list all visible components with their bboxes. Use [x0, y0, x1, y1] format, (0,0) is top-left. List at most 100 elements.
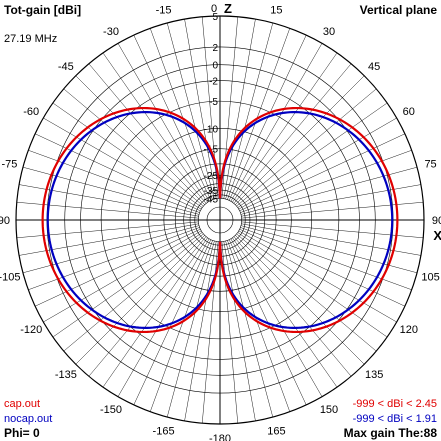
angle-label: 60 [403, 106, 415, 118]
spoke-line [237, 232, 388, 338]
spoke-line [28, 150, 200, 213]
radial-tick-label: 0 [212, 61, 218, 72]
angle-label: -90 [0, 215, 10, 227]
db-ring [100, 100, 340, 340]
spoke-line [117, 43, 210, 202]
radial-tick-label: 2 [212, 43, 218, 54]
spoke-line [19, 223, 199, 256]
db-ring [64, 64, 376, 376]
spoke-line [235, 235, 365, 365]
angle-label: -30 [103, 26, 119, 38]
spoke-line [235, 75, 365, 205]
angle-label: 150 [320, 404, 338, 416]
spoke-line [35, 228, 201, 307]
spoke-line [223, 241, 256, 421]
spoke-line [75, 75, 205, 205]
db-ring [80, 80, 360, 360]
series-cap-trace [41, 106, 399, 334]
db-ring [15, 15, 425, 425]
spoke-line [16, 221, 199, 239]
spoke-line [223, 19, 256, 199]
spoke-line [240, 150, 412, 213]
spoke-line [221, 16, 239, 199]
angle-label: 105 [421, 271, 439, 283]
spoke-line [52, 102, 203, 208]
spoke-line [230, 238, 323, 397]
angle-label: 90 [432, 215, 441, 227]
spoke-line [236, 233, 377, 352]
angle-label: -180 [209, 433, 231, 441]
spoke-line [166, 22, 215, 200]
spoke-line [52, 232, 203, 338]
angle-label: -120 [20, 324, 42, 336]
radial-tick-label: -45 [204, 194, 219, 205]
spoke-line [19, 184, 199, 217]
gain-title: Tot-gain [dBi] [4, 3, 82, 17]
angle-label: -15 [156, 4, 172, 16]
radial-tick-label: -10 [204, 124, 219, 135]
spoke-line [225, 22, 274, 200]
phi-label: Phi= 0 [4, 426, 40, 440]
plane-title: Vertical plane [359, 3, 437, 17]
angle-label: -135 [55, 369, 77, 381]
spoke-line [241, 223, 421, 256]
angle-label: -150 [100, 404, 122, 416]
db-ring [163, 163, 277, 277]
angle-label: -165 [153, 426, 175, 438]
spoke-line [28, 227, 200, 290]
legend-cap: cap.out [4, 398, 41, 410]
spoke-line [241, 201, 424, 219]
spoke-line [232, 52, 338, 203]
spoke-line [236, 88, 377, 207]
spoke-line [88, 236, 207, 377]
spoke-line [150, 240, 213, 412]
frequency-label: 27.19 MHz [4, 33, 58, 45]
spoke-line [241, 184, 421, 217]
angle-label: 45 [368, 61, 380, 73]
center-ring [206, 206, 234, 234]
angle-label: 75 [424, 159, 436, 171]
spoke-line [88, 63, 207, 204]
spoke-line [233, 236, 352, 377]
spoke-line [238, 117, 397, 210]
axis-label-xy: XY [433, 228, 441, 243]
spoke-line [239, 228, 405, 307]
spoke-line [221, 241, 239, 424]
spoke-line [166, 240, 215, 418]
radial-tick-label: -25 [204, 171, 219, 182]
angle-label: 15 [270, 4, 282, 16]
angle-label: 30 [323, 26, 335, 38]
spoke-line [227, 28, 290, 200]
spoke-line [35, 133, 201, 212]
angle-label: 135 [365, 369, 383, 381]
spoke-line [63, 88, 204, 207]
angle-label: 120 [400, 324, 418, 336]
range-cap: -999 < dBi < 2.45 [352, 398, 437, 410]
db-ring [128, 128, 312, 312]
spoke-line [102, 52, 208, 203]
spoke-line [184, 241, 217, 421]
radial-tick-label: -2 [209, 77, 218, 88]
angle-label: 0 [211, 3, 217, 15]
radial-tick-label: 5 [212, 12, 218, 23]
axis-label-z: Z [224, 1, 232, 16]
spoke-line [240, 227, 412, 290]
angle-label: 165 [267, 426, 285, 438]
spoke-line [75, 235, 205, 365]
spoke-line [233, 63, 352, 204]
spoke-line [43, 117, 202, 210]
spoke-line [227, 240, 290, 412]
spoke-line [241, 221, 424, 239]
radial-tick-label: -35 [204, 186, 219, 197]
max-gain-label: Max gain The:88 [343, 426, 437, 440]
spoke-line [237, 102, 388, 208]
range-nocap: -999 < dBi < 1.91 [352, 413, 437, 425]
db-ring [174, 174, 266, 266]
angle-label: -75 [1, 159, 17, 171]
spoke-line [102, 237, 208, 388]
spoke-line [16, 201, 199, 219]
spoke-line [117, 238, 210, 397]
spoke-line [232, 237, 338, 388]
